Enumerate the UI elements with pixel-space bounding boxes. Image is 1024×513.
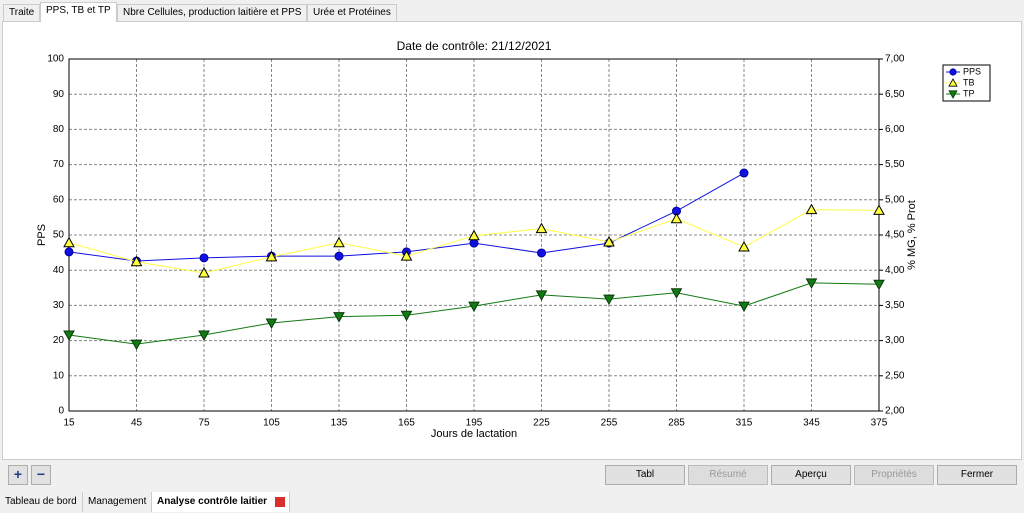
y-tick-label: 30 xyxy=(53,300,65,311)
tab[interactable]: Urée et Protéines xyxy=(307,4,397,21)
y2-axis-label: % MG, % Prot xyxy=(906,200,918,270)
marker xyxy=(199,253,209,263)
legend-label: PPS xyxy=(963,66,981,76)
tab[interactable]: Traite xyxy=(3,4,41,21)
marker xyxy=(334,251,344,261)
zoom-button[interactable]: − xyxy=(31,465,51,485)
button: Résumé xyxy=(688,465,768,485)
legend-label: TP xyxy=(963,88,975,98)
y2-tick-label: 3,00 xyxy=(885,335,905,346)
tab[interactable]: Nbre Cellules, production laitière et PP… xyxy=(117,4,308,21)
marker xyxy=(603,294,615,306)
marker xyxy=(468,229,480,241)
y-tick-label: 40 xyxy=(53,265,65,276)
y2-tick-label: 6,00 xyxy=(885,124,905,135)
marker xyxy=(738,240,750,252)
button[interactable]: Tabl xyxy=(605,465,685,485)
marker xyxy=(670,288,683,299)
marker xyxy=(198,266,210,278)
y2-tick-label: 7,00 xyxy=(885,54,905,65)
y-tick-label: 0 xyxy=(58,406,64,417)
marker xyxy=(400,250,413,261)
x-tick-label: 315 xyxy=(736,418,753,429)
y2-tick-label: 3,50 xyxy=(885,300,905,311)
x-axis-label: Jours de lactation xyxy=(431,428,517,440)
tab[interactable]: PPS, TB et TP xyxy=(40,2,117,22)
marker xyxy=(469,238,479,248)
x-tick-label: 375 xyxy=(871,418,888,429)
x-tick-label: 15 xyxy=(63,418,75,429)
marker xyxy=(333,236,345,248)
marker xyxy=(63,330,75,341)
marker xyxy=(873,204,885,215)
y2-tick-label: 6,50 xyxy=(885,89,905,100)
marker xyxy=(739,168,749,178)
marker xyxy=(805,203,818,215)
x-tick-label: 255 xyxy=(601,418,618,429)
marker xyxy=(948,78,958,87)
button: Propriétés xyxy=(854,465,934,485)
marker xyxy=(333,312,345,323)
marker xyxy=(948,90,958,99)
x-tick-label: 345 xyxy=(803,418,820,429)
y-tick-label: 100 xyxy=(47,54,64,65)
marker xyxy=(130,255,143,267)
y-tick-label: 80 xyxy=(53,124,65,135)
button[interactable]: Aperçu xyxy=(771,465,851,485)
x-tick-label: 45 xyxy=(131,418,143,429)
y2-tick-label: 2,50 xyxy=(885,370,905,381)
marker xyxy=(537,248,546,258)
marker xyxy=(468,301,480,313)
y-tick-label: 90 xyxy=(53,89,65,100)
chart-title: Date de contrôle: 21/12/2021 xyxy=(397,39,552,53)
x-tick-label: 75 xyxy=(198,418,210,429)
marker xyxy=(949,68,957,76)
y-tick-label: 50 xyxy=(53,230,65,241)
y-tick-label: 10 xyxy=(53,370,65,381)
marker xyxy=(265,318,278,330)
x-tick-label: 285 xyxy=(668,418,685,429)
zoom-button[interactable]: + xyxy=(8,465,28,485)
y2-tick-label: 2,00 xyxy=(885,406,905,417)
marker xyxy=(265,250,278,262)
marker xyxy=(738,301,750,313)
bottom-tab[interactable]: Analyse contrôle laitier xyxy=(152,492,291,512)
marker xyxy=(670,212,683,224)
y2-tick-label: 5,50 xyxy=(885,159,905,170)
legend-label: TB xyxy=(963,77,975,87)
marker xyxy=(198,330,210,341)
y2-tick-label: 4,00 xyxy=(885,265,905,276)
y2-tick-label: 5,00 xyxy=(885,194,905,205)
marker xyxy=(603,236,615,247)
bottom-tab[interactable]: Tableau de bord xyxy=(0,492,83,512)
marker xyxy=(873,279,885,291)
marker xyxy=(805,278,818,289)
marker xyxy=(535,222,548,234)
marker xyxy=(535,290,548,301)
marker xyxy=(63,236,75,248)
y-tick-label: 70 xyxy=(53,159,65,170)
x-tick-label: 225 xyxy=(533,418,550,429)
y-axis-label: PPS xyxy=(36,224,48,246)
marker xyxy=(400,310,413,322)
plot-frame xyxy=(68,58,880,412)
x-tick-label: 135 xyxy=(331,418,348,429)
y-tick-label: 20 xyxy=(53,335,65,346)
button[interactable]: Fermer xyxy=(937,465,1017,485)
marker xyxy=(64,247,74,257)
x-tick-label: 195 xyxy=(466,418,483,429)
close-icon[interactable] xyxy=(275,497,286,507)
x-tick-label: 105 xyxy=(263,418,280,429)
marker xyxy=(130,339,143,351)
x-tick-label: 165 xyxy=(398,418,415,429)
y2-tick-label: 4,50 xyxy=(885,230,905,241)
chart: 0 10 20 30 40 50 60 70 80 90 100 2,00 2,50 3,00 3,50 4,… xyxy=(36,39,991,440)
bottom-tab[interactable]: Management xyxy=(83,492,153,512)
y-tick-label: 60 xyxy=(53,194,65,205)
